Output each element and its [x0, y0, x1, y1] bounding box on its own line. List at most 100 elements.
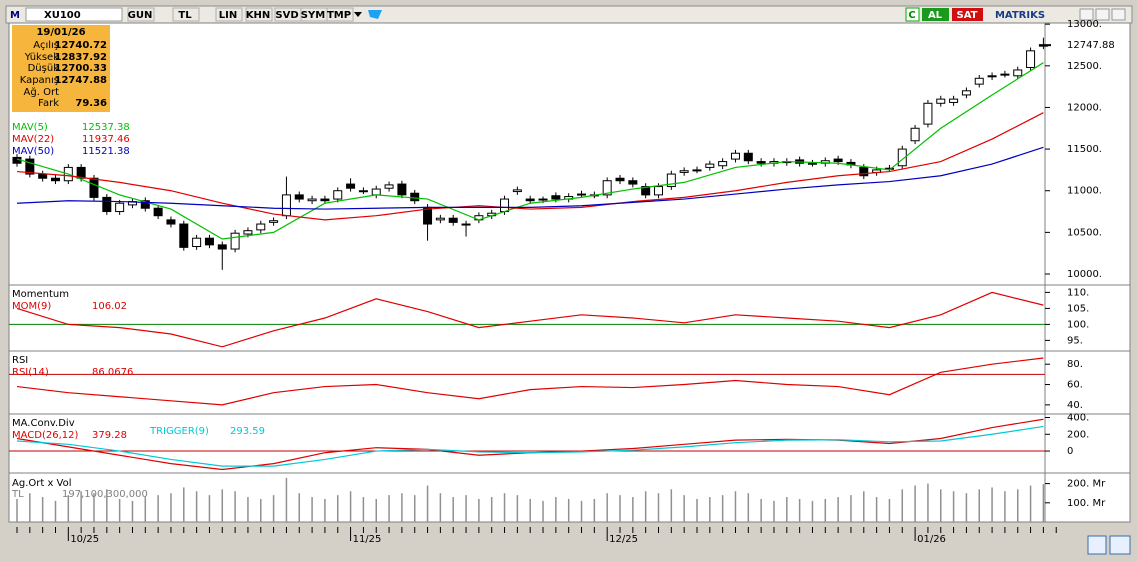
candle-body	[256, 223, 266, 231]
candle-body	[1000, 73, 1010, 76]
y-tick-label: 60.	[1067, 380, 1083, 391]
candle-body	[243, 230, 253, 235]
candle-body	[153, 207, 163, 217]
legend-value: 11521.38	[82, 146, 130, 157]
window-button[interactable]	[1111, 8, 1126, 21]
c-label[interactable]: C	[908, 10, 915, 21]
toolbar-button-label[interactable]: KHN	[246, 10, 271, 21]
twitter-icon[interactable]	[368, 10, 382, 19]
x-tick-label: 10/25	[70, 534, 99, 545]
candle-body	[756, 161, 766, 164]
candle-body	[25, 158, 35, 175]
candle-body	[461, 223, 471, 226]
indicator-line	[16, 112, 1044, 221]
window-button[interactable]	[1095, 8, 1110, 21]
y-tick-label: 200. Mr	[1067, 479, 1106, 490]
candle-body	[602, 180, 612, 196]
candle-body	[705, 163, 715, 168]
last-price-label: 12747.88	[1067, 40, 1115, 51]
info-label: Yüksek	[24, 52, 59, 63]
sell-label[interactable]: SAT	[957, 10, 978, 21]
toolbar-button[interactable]	[245, 7, 273, 22]
indicator-line	[16, 146, 1044, 210]
info-label: Ağ. Ort	[24, 86, 60, 98]
buy-button[interactable]	[922, 8, 949, 21]
candle-body	[384, 184, 394, 189]
symbol: XU100	[44, 10, 81, 21]
candle-body	[628, 180, 638, 185]
toolbar-button[interactable]	[215, 7, 243, 22]
candle-body	[204, 237, 214, 246]
toolbar-button-label[interactable]: SVD	[275, 10, 298, 21]
candle-body	[833, 158, 843, 163]
candle-body	[807, 162, 817, 165]
candle-body	[50, 177, 60, 182]
legend-value: 11937.46	[82, 134, 130, 145]
toolbar-button-label[interactable]: LIN	[219, 10, 237, 21]
y-tick-label: 11500.	[1067, 144, 1102, 155]
y-tick-label: 100.	[1067, 319, 1089, 330]
symbol-box	[25, 7, 123, 22]
candle-body	[371, 188, 381, 196]
candle-body	[666, 173, 676, 188]
legend-unit: TL	[11, 489, 24, 500]
info-value: 12740.72	[54, 40, 107, 51]
candle-body	[102, 196, 112, 213]
panel-title: Momentum	[12, 289, 69, 300]
candle-body	[281, 194, 291, 217]
settings-button[interactable]	[1109, 535, 1131, 555]
legend-name: MOM(9)	[12, 301, 51, 312]
legend-name: RSI(14)	[12, 367, 49, 378]
candle-body	[525, 198, 535, 202]
candle-body	[38, 173, 48, 179]
logo: M	[10, 10, 20, 21]
info-value: 79.36	[75, 98, 107, 109]
toolbar-button[interactable]	[127, 7, 155, 22]
buy-label[interactable]: AL	[928, 10, 943, 21]
info-box	[12, 25, 110, 112]
candle-body	[936, 98, 946, 104]
toolbar-button[interactable]	[172, 7, 200, 22]
brand: MATRIKS	[995, 10, 1045, 21]
info-value: 12837.92	[54, 52, 107, 63]
y-tick-label: 100. Mr	[1067, 498, 1106, 509]
dropdown-arrow[interactable]	[354, 12, 362, 17]
candle-body	[859, 166, 869, 177]
y-tick-label: 200.	[1067, 429, 1089, 440]
legend-name: MAV(5)	[12, 122, 48, 133]
toolbar-button[interactable]	[326, 7, 354, 22]
y-tick-label: 10000.	[1067, 269, 1102, 280]
y-tick-label: 10500.	[1067, 227, 1102, 238]
info-value: 12700.33	[54, 63, 107, 74]
candle-body	[615, 177, 625, 182]
y-tick-label: 12000.	[1067, 102, 1102, 113]
candle-body	[1013, 69, 1023, 77]
legend-value: 379.28	[92, 430, 127, 441]
legend-value: 106.02	[92, 301, 127, 312]
toolbar-button-label[interactable]: GUN	[128, 10, 153, 21]
candle-body	[500, 198, 510, 213]
sell-button[interactable]	[952, 8, 983, 21]
candle-body	[974, 77, 984, 85]
candle-body	[961, 90, 971, 96]
window-button[interactable]	[1079, 8, 1094, 21]
y-tick-label: 80.	[1067, 359, 1083, 370]
indicator-line	[16, 291, 1044, 348]
refresh-button[interactable]	[1087, 535, 1107, 555]
x-tick-label: 01/26	[917, 534, 946, 545]
y-tick-label: 95.	[1067, 335, 1083, 346]
candle-body	[89, 177, 99, 198]
legend-name: MAV(22)	[12, 134, 54, 145]
c-button[interactable]	[905, 7, 920, 22]
legend-name: TRIGGER(9)	[149, 426, 209, 437]
candle-body	[358, 190, 368, 193]
candle-body	[897, 148, 907, 167]
legend-value: 197,100,300,000	[62, 489, 148, 500]
toolbar-button-label[interactable]: TL	[178, 10, 192, 21]
toolbar-button-label[interactable]: SYM	[301, 10, 325, 21]
info-label: Kapanış	[20, 75, 59, 86]
candle-body	[307, 198, 317, 202]
toolbar-button-label[interactable]: TMP	[327, 10, 351, 21]
candle-body	[320, 198, 330, 202]
